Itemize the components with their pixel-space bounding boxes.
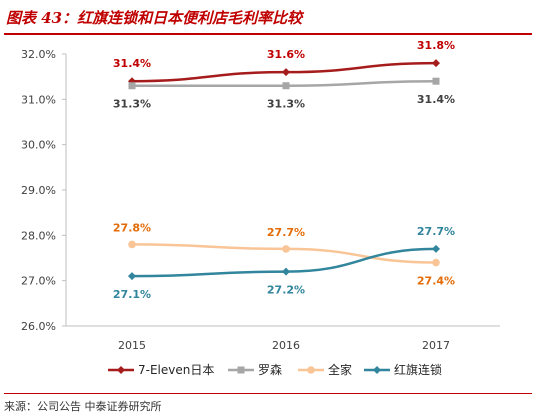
title-divider: [4, 33, 532, 35]
data-point: [117, 366, 125, 374]
data-label: 31.8%: [417, 39, 455, 52]
data-label: 27.1%: [113, 288, 151, 301]
data-point: [432, 244, 440, 253]
data-label: 27.8%: [113, 221, 151, 234]
data-label: 31.6%: [267, 48, 305, 61]
source-note: 来源：公司公告 中泰证券研究所: [4, 400, 162, 413]
y-tick-label: 31.0%: [21, 93, 56, 106]
data-label: 31.4%: [417, 93, 455, 106]
data-point: [128, 82, 136, 90]
data-point: [282, 245, 290, 253]
legend-label: 7-Eleven日本: [138, 363, 214, 377]
chart-area: 26.0% 27.0% 28.0% 29.0% 30.0% 31.0% 32.0% 2015 2…: [0, 36, 536, 391]
figure-title: 图表 43：红旗连锁和日本便利店毛利率比较: [6, 9, 303, 27]
y-tick-label: 29.0%: [21, 184, 56, 197]
data-label: 27.4%: [417, 275, 455, 288]
x-tick-label: 2017: [422, 339, 450, 352]
data-point: [282, 267, 290, 276]
y-tick-label: 27.0%: [21, 275, 56, 288]
data-point: [237, 366, 245, 374]
y-tick-label: 30.0%: [21, 139, 56, 152]
data-label: 31.3%: [113, 98, 151, 111]
x-tick-label: 2015: [118, 339, 146, 352]
source-divider: [4, 393, 532, 394]
data-label: 27.7%: [267, 226, 305, 239]
data-point: [432, 59, 440, 68]
data-point: [432, 77, 440, 85]
data-point: [373, 366, 381, 374]
data-point: [282, 68, 290, 77]
data-point: [307, 366, 315, 374]
data-point: [432, 258, 440, 267]
margin-comparison-chart: 26.0% 27.0% 28.0% 29.0% 30.0% 31.0% 32.0% 2015 2…: [21, 39, 500, 377]
y-tick-label: 32.0%: [21, 48, 56, 61]
data-label: 27.2%: [267, 284, 305, 297]
data-label: 31.4%: [113, 57, 151, 70]
figure-header: 图表 43：红旗连锁和日本便利店毛利率比较: [0, 4, 536, 35]
y-tick-label: 26.0%: [21, 320, 56, 333]
legend-label: 罗森: [258, 362, 282, 377]
data-point: [128, 272, 136, 281]
data-point: [128, 240, 136, 249]
data-point: [282, 82, 290, 90]
data-label: 31.3%: [267, 98, 305, 111]
legend-label: 红旗连锁: [394, 362, 442, 377]
legend-label: 全家: [328, 362, 352, 377]
x-tick-label: 2016: [272, 339, 300, 352]
data-label: 27.7%: [417, 225, 455, 238]
y-tick-label: 28.0%: [21, 229, 56, 242]
